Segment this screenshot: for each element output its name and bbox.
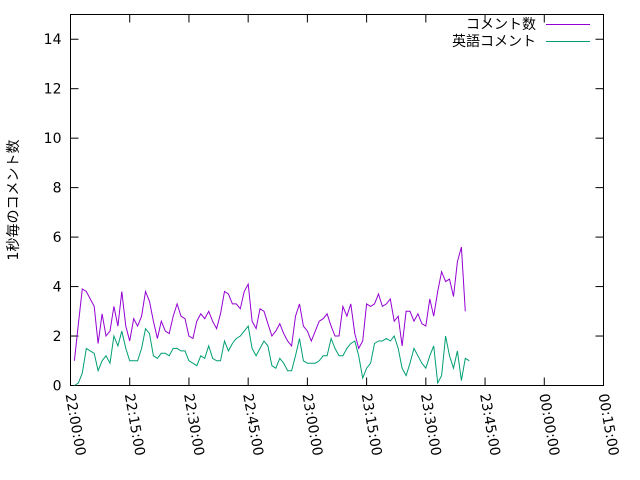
series-line-english [74, 324, 470, 386]
y-tick-label: 0 [53, 379, 62, 395]
legend-label-english: 英語コメント [452, 33, 536, 50]
plot-frame [70, 14, 604, 386]
series-layer [73, 246, 470, 386]
legend: コメント数 英語コメント [452, 17, 590, 50]
x-tick-label: 22:00:00 [62, 392, 89, 457]
y-tick-label: 8 [53, 181, 62, 197]
x-tick-label: 23:15:00 [358, 392, 385, 457]
x-axis: 22:00:00 22:15:00 22:30:00 22:45:00 23:00:00… [62, 14, 622, 457]
y-tick-label: 4 [53, 280, 62, 296]
series-line-comments [73, 246, 466, 361]
y-tick-label: 6 [53, 230, 62, 246]
y-tick-label: 14 [44, 32, 62, 48]
x-tick-label: 00:15:00 [595, 392, 622, 457]
y-tick-label: 2 [53, 329, 62, 345]
y-axis-label: 1秒毎のコメント数 [6, 140, 22, 261]
y-tick-label: 10 [44, 131, 62, 147]
x-tick-label: 23:45:00 [476, 392, 503, 457]
legend-label-comments: コメント数 [466, 17, 536, 33]
x-tick-label: 23:30:00 [417, 392, 444, 457]
x-tick-label: 22:30:00 [180, 392, 207, 457]
x-tick-label: 22:45:00 [239, 392, 266, 457]
x-tick-label: 23:00:00 [298, 392, 325, 457]
x-tick-label: 00:00:00 [535, 392, 562, 457]
x-tick-label: 22:15:00 [121, 392, 148, 457]
y-tick-label: 12 [44, 82, 62, 98]
y-axis: 0 2 4 6 8 10 12 14 [44, 32, 604, 395]
